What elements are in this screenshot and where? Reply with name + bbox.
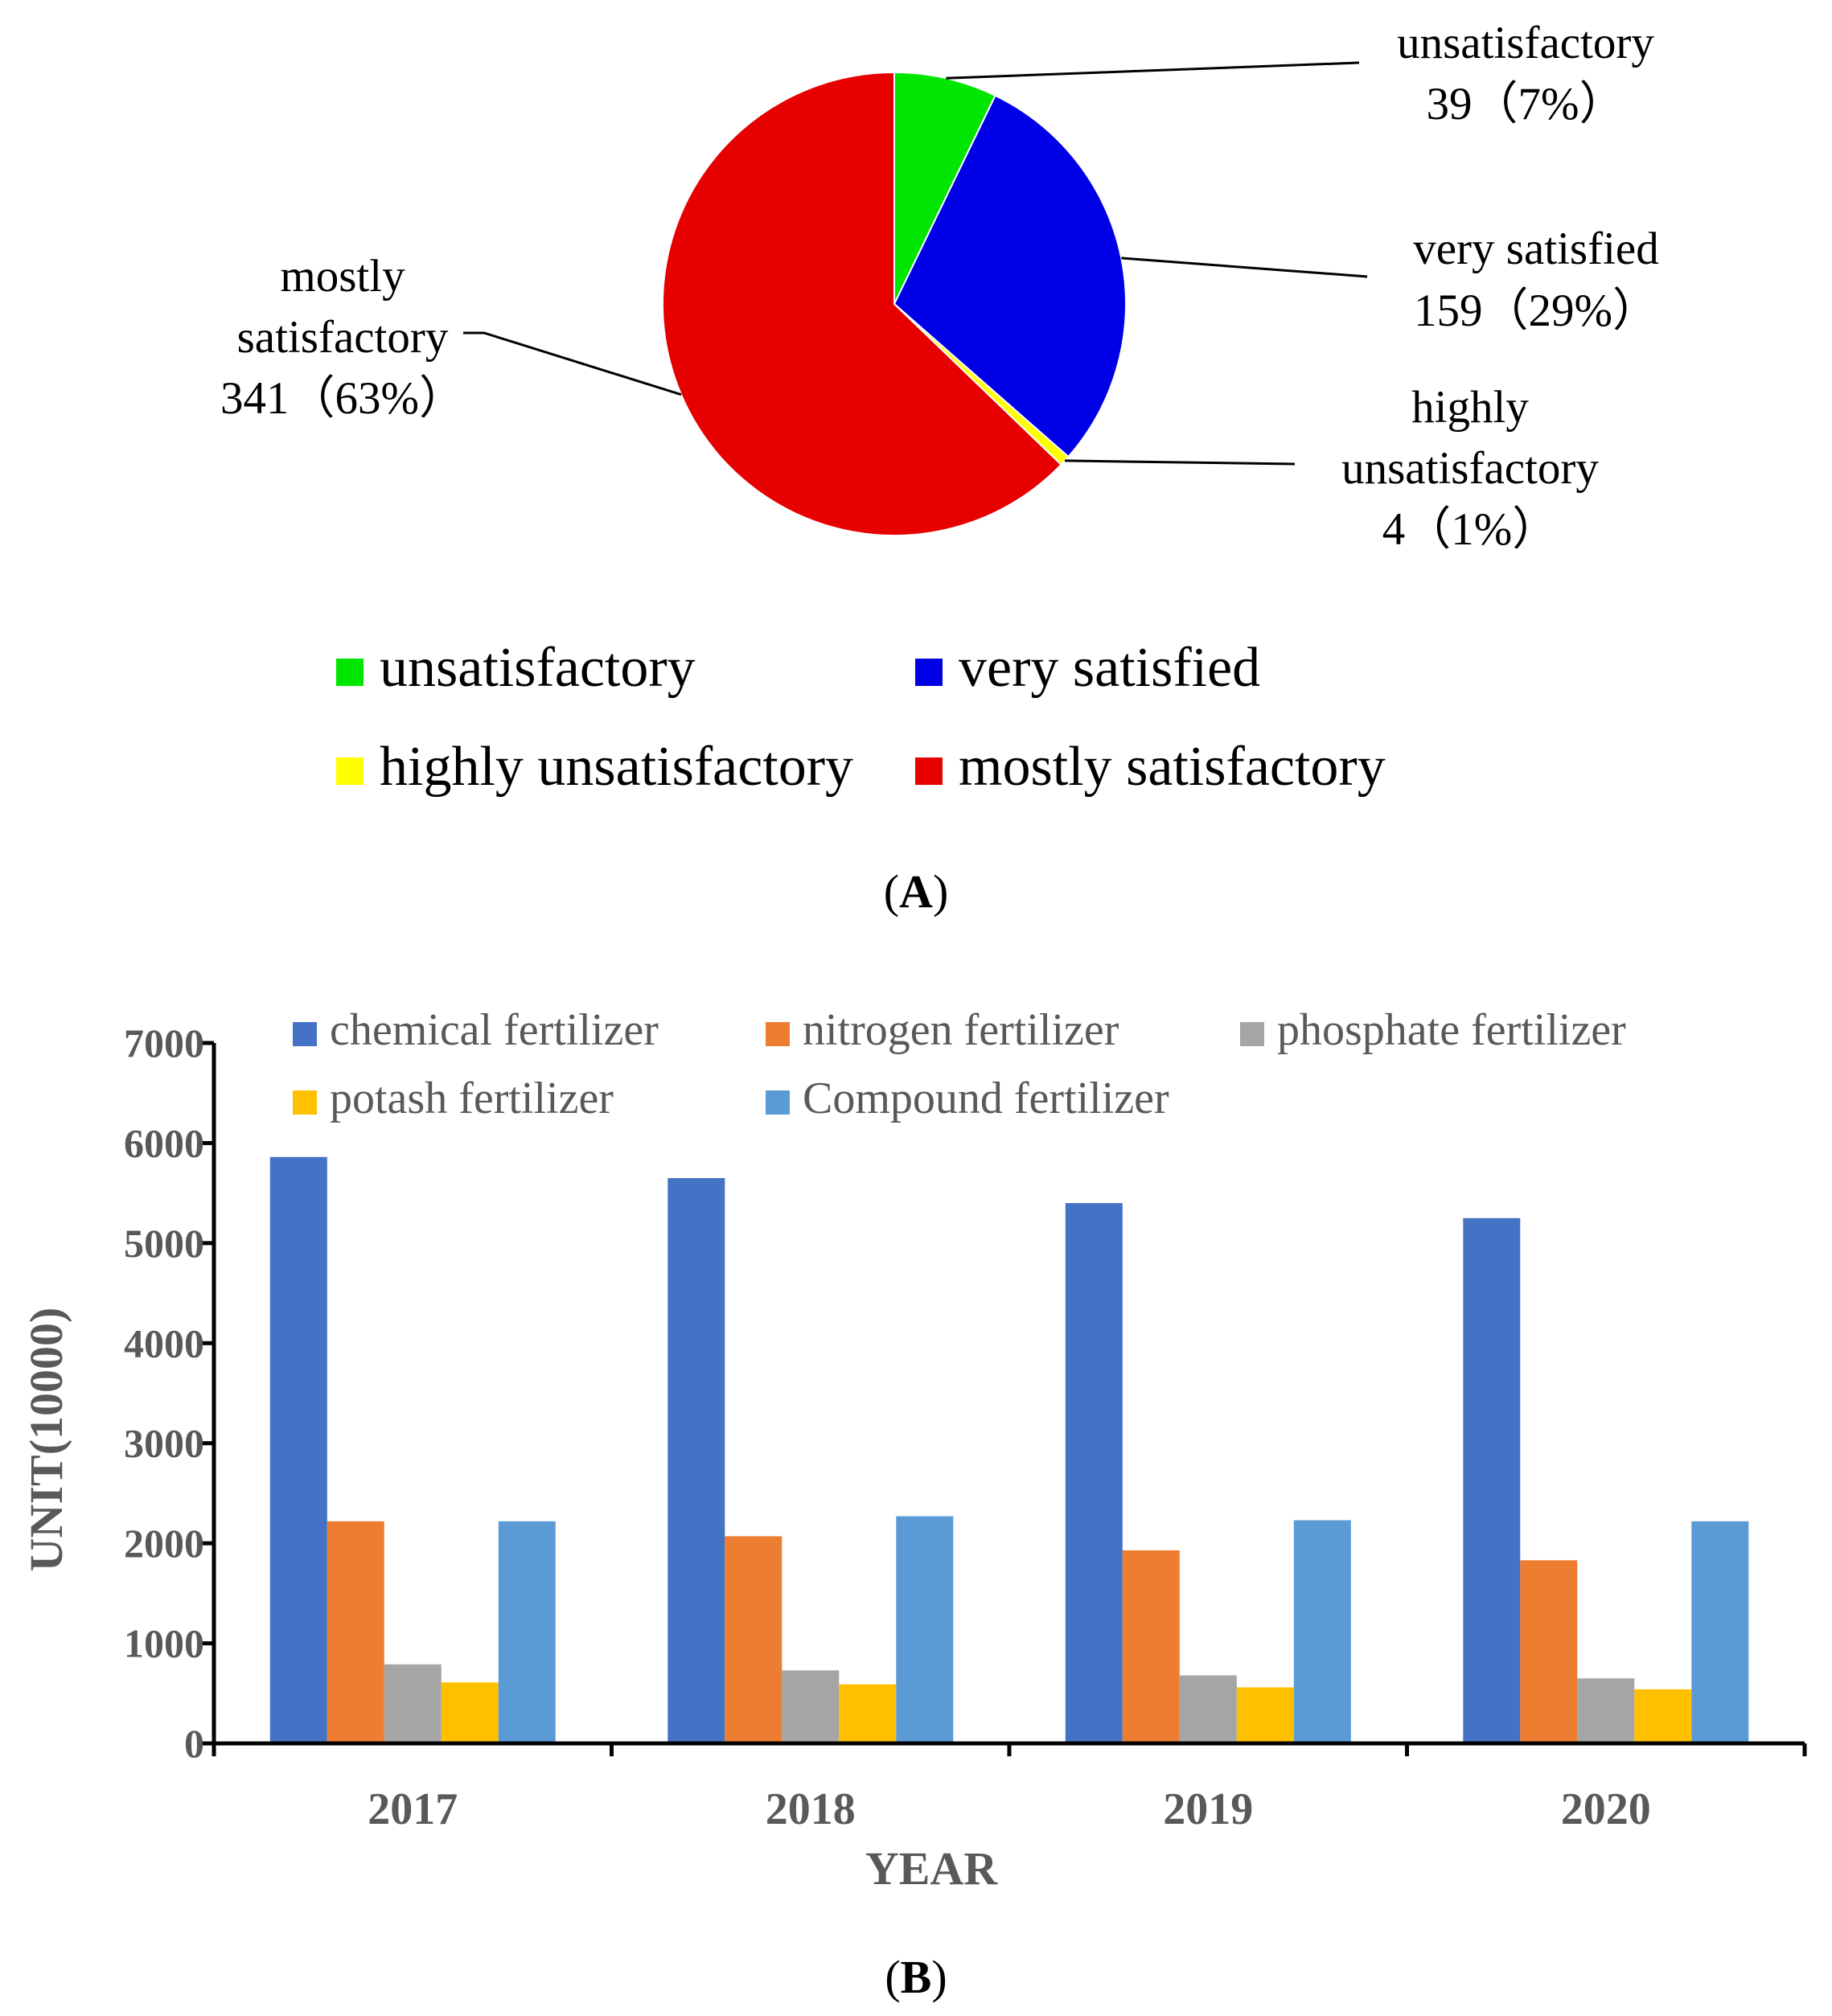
pie-data-label-mostly-satisfactory-line-2: satisfactory bbox=[237, 312, 449, 363]
pie-legend-label-highly-unsatisfactory: highly unsatisfactory bbox=[380, 736, 853, 798]
pie-data-label-very-satisfied-line-1: very satisfied bbox=[1413, 224, 1658, 274]
x-tick-label-2017: 2017 bbox=[368, 1784, 458, 1834]
bar-legend: chemical fertilizer nitrogen fertilizer ph… bbox=[293, 1005, 1626, 1123]
pie-slice-mostly-satisfactory bbox=[662, 71, 1062, 536]
pie-slice-very-satisfied bbox=[893, 94, 1127, 458]
y-tick-label-5000: 5000 bbox=[124, 1221, 204, 1266]
pie-legend-swatch-very-satisfied bbox=[915, 659, 943, 686]
pie-data-label-highly-unsatisfactory-line-2: unsatisfactory bbox=[1341, 443, 1599, 494]
bar-legend-label-compound-fertilizer: Compound fertilizer bbox=[803, 1074, 1169, 1123]
bar-legend-label-phosphate-fertilizer: phosphate fertilizer bbox=[1277, 1005, 1626, 1055]
pie-legend: unsatisfactory very satisfied highly unsat… bbox=[336, 637, 1386, 798]
bar-potash-fertilizer-2018 bbox=[839, 1684, 897, 1743]
bar-nitrogen-fertilizer-2017 bbox=[327, 1521, 384, 1743]
bar-legend-swatch-phosphate-fertilizer bbox=[1240, 1022, 1264, 1046]
bar-chart: 2017 2018 2019 2020 0 1000 2000 3000 4000 5000 600… bbox=[20, 1005, 1807, 2003]
bar-legend-swatch-compound-fertilizer bbox=[766, 1090, 790, 1115]
pie-legend-label-unsatisfactory: unsatisfactory bbox=[380, 637, 696, 699]
pie-data-label-highly-unsatisfactory-line-1: highly bbox=[1411, 382, 1529, 433]
pie-legend-label-very-satisfied: very satisfied bbox=[959, 637, 1260, 699]
pie-leader-line-mostly-satisfactory bbox=[463, 331, 682, 396]
bar-phosphate-fertilizer-2018 bbox=[782, 1670, 840, 1743]
bar-compound-fertilizer-2020 bbox=[1691, 1521, 1749, 1743]
x-tick-label-2018: 2018 bbox=[766, 1784, 856, 1834]
y-tick-label-7000: 7000 bbox=[124, 1020, 204, 1065]
pie-legend-swatch-unsatisfactory bbox=[336, 659, 364, 686]
bar-legend-swatch-chemical-fertilizer bbox=[293, 1022, 317, 1046]
panel-b-label: (B) bbox=[885, 1951, 947, 2003]
bar-phosphate-fertilizer-2019 bbox=[1179, 1675, 1237, 1743]
bar-chemical-fertilizer-2019 bbox=[1065, 1203, 1123, 1743]
y-tick-label-0: 0 bbox=[184, 1721, 204, 1766]
bar-legend-label-chemical-fertilizer: chemical fertilizer bbox=[330, 1005, 659, 1055]
pie-data-label-mostly-satisfactory-line-1: mostly bbox=[280, 251, 405, 302]
bar-nitrogen-fertilizer-2020 bbox=[1520, 1560, 1578, 1743]
y-tick-label-6000: 6000 bbox=[124, 1120, 204, 1165]
bar-series-bars bbox=[269, 1156, 1749, 1744]
panel-a-letter: A bbox=[899, 865, 933, 918]
bar-legend-label-nitrogen-fertilizer: nitrogen fertilizer bbox=[803, 1005, 1119, 1055]
pie-legend-swatch-mostly-satisfactory bbox=[915, 758, 943, 785]
y-tick-label-3000: 3000 bbox=[124, 1421, 204, 1466]
bar-potash-fertilizer-2019 bbox=[1236, 1687, 1294, 1743]
x-tick-label-2020: 2020 bbox=[1561, 1784, 1651, 1834]
x-tick-label-2019: 2019 bbox=[1163, 1784, 1253, 1834]
pie-data-label-highly-unsatisfactory-line-3: 4（1%） bbox=[1382, 504, 1558, 555]
bar-nitrogen-fertilizer-2018 bbox=[725, 1536, 783, 1743]
pie-chart: unsatisfactory 39（7%） very satisfied 159（29… bbox=[220, 18, 1659, 918]
bar-potash-fertilizer-2020 bbox=[1634, 1689, 1692, 1743]
bar-chemical-fertilizer-2020 bbox=[1463, 1217, 1521, 1744]
bar-chemical-fertilizer-2018 bbox=[667, 1178, 725, 1743]
pie-data-label-unsatisfactory-line-2: 39（7%） bbox=[1427, 79, 1625, 129]
pie-data-label-unsatisfactory-line-1: unsatisfactory bbox=[1397, 18, 1654, 68]
panel-b-letter: B bbox=[901, 1951, 932, 2003]
bar-compound-fertilizer-2017 bbox=[498, 1521, 556, 1743]
pie-leader-line-very-satisfied bbox=[1121, 257, 1368, 278]
pie-data-label-very-satisfied-line-2: 159（29%） bbox=[1414, 285, 1658, 336]
pie-slices bbox=[662, 71, 1127, 536]
bar-phosphate-fertilizer-2020 bbox=[1577, 1678, 1635, 1743]
bar-legend-swatch-potash-fertilizer bbox=[293, 1090, 317, 1115]
panel-a-label: (A) bbox=[884, 865, 949, 918]
bar-phosphate-fertilizer-2017 bbox=[384, 1664, 442, 1743]
y-axis-title: UNIT(10000) bbox=[20, 1308, 72, 1572]
pie-data-label-mostly-satisfactory-line-3: 341（63%） bbox=[220, 373, 465, 424]
pie-leader-line-unsatisfactory bbox=[946, 61, 1360, 80]
bar-compound-fertilizer-2018 bbox=[896, 1516, 954, 1743]
y-tick-label-1000: 1000 bbox=[124, 1621, 204, 1666]
pie-data-labels: unsatisfactory 39（7%） very satisfied 159（29… bbox=[220, 18, 1659, 555]
bar-potash-fertilizer-2017 bbox=[441, 1682, 499, 1743]
pie-legend-label-mostly-satisfactory: mostly satisfactory bbox=[959, 736, 1386, 798]
bar-legend-swatch-nitrogen-fertilizer bbox=[766, 1022, 790, 1046]
bar-nitrogen-fertilizer-2019 bbox=[1122, 1550, 1180, 1743]
y-tick-label-2000: 2000 bbox=[124, 1521, 204, 1566]
bar-compound-fertilizer-2019 bbox=[1293, 1520, 1351, 1743]
y-tick-label-4000: 4000 bbox=[124, 1320, 204, 1365]
pie-legend-swatch-highly-unsatisfactory bbox=[336, 758, 364, 785]
bar-chemical-fertilizer-2017 bbox=[269, 1156, 327, 1743]
pie-leader-lines bbox=[463, 61, 1368, 466]
bar-legend-label-potash-fertilizer: potash fertilizer bbox=[330, 1074, 614, 1123]
x-axis-title: YEAR bbox=[865, 1842, 998, 1895]
bar-axes: 2017 2018 2019 2020 0 1000 2000 3000 4000 5000 600… bbox=[124, 1020, 1807, 1834]
pie-leader-line-highly-unsatisfactory bbox=[1064, 459, 1296, 466]
